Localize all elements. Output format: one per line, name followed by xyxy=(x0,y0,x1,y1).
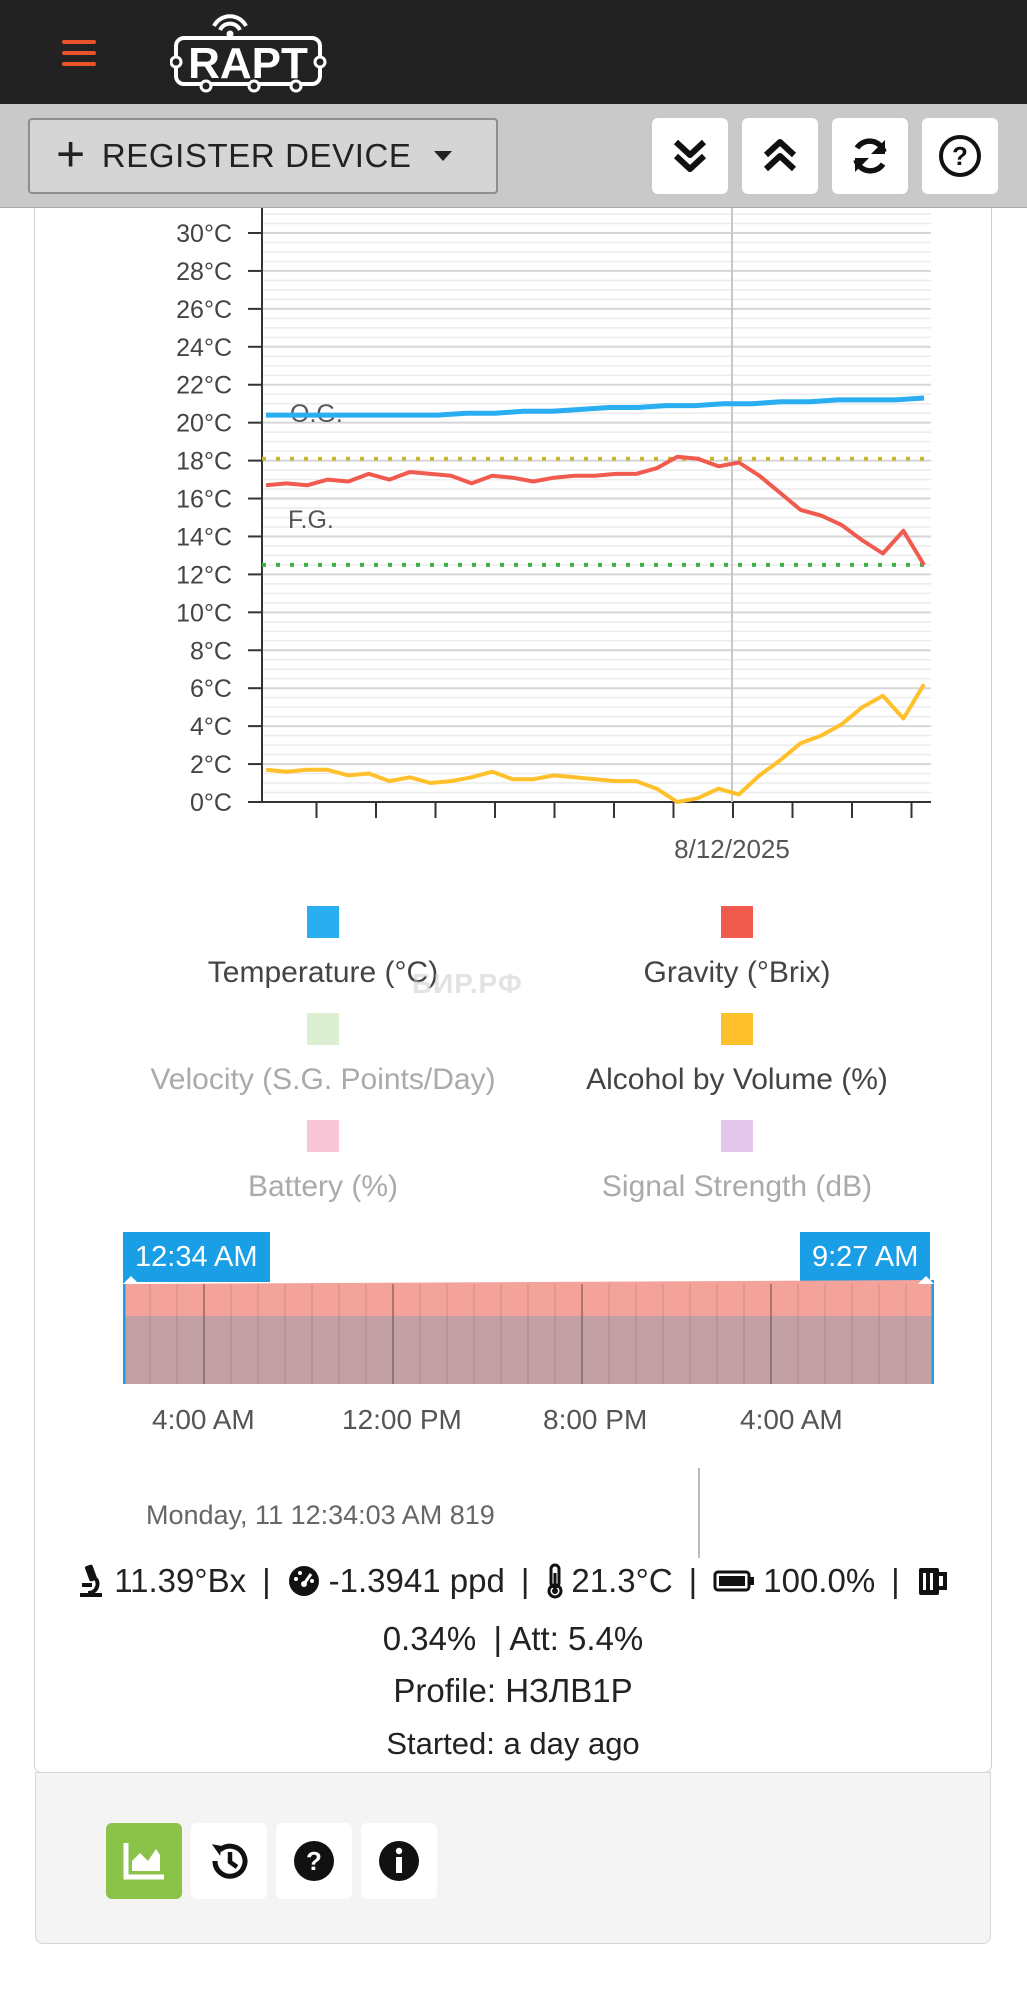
help-icon: ? xyxy=(939,135,981,177)
card-footer: ? xyxy=(35,1772,991,1944)
x-date-label: 8/12/2025 xyxy=(674,834,790,864)
legend-swatch xyxy=(307,1013,339,1045)
microscope-icon xyxy=(76,1563,106,1599)
y-tick-label: 30°C xyxy=(176,220,232,248)
y-tick-label: 16°C xyxy=(176,486,232,514)
y-tick-label: 26°C xyxy=(176,296,232,324)
abv-series-line xyxy=(265,683,926,804)
legend-gravity[interactable]: Gravity (°Brix) xyxy=(517,906,957,990)
range-end-handle[interactable]: 9:27 AM xyxy=(800,1232,931,1282)
stat-temperature: 21.3°C xyxy=(571,1562,673,1599)
y-tick-label: 8°C xyxy=(190,637,232,665)
y-tick-label: 28°C xyxy=(176,258,232,286)
svg-text:?: ? xyxy=(952,141,968,171)
register-device-button[interactable]: + REGISTER DEVICE xyxy=(28,118,498,194)
register-device-label: REGISTER DEVICE xyxy=(101,137,412,174)
temperature-series-line xyxy=(266,395,925,418)
range-axis-label: 12:00 PM xyxy=(342,1404,462,1435)
legend-swatch xyxy=(721,1120,753,1152)
legend-swatch xyxy=(307,906,339,938)
expand-all-button[interactable] xyxy=(742,118,818,194)
y-tick-label: 12°C xyxy=(176,561,232,589)
gravity-series-line xyxy=(265,454,926,566)
legend-swatch xyxy=(721,906,753,938)
stat-battery: 100.0% xyxy=(763,1562,876,1599)
question-circle-icon: ? xyxy=(294,1841,334,1881)
chart-view-button[interactable] xyxy=(106,1823,182,1899)
collapse-all-icon xyxy=(673,139,707,172)
stat-abv: 0.34% xyxy=(382,1620,477,1657)
range-axis-label: 4:00 AM xyxy=(152,1404,255,1435)
legend-label: Signal Strength (dB) xyxy=(601,1170,873,1203)
refresh-icon xyxy=(853,138,887,174)
chevron-down-icon xyxy=(433,151,452,161)
hover-date: Monday, 11 12:34:03 AM 819 xyxy=(146,1500,495,1530)
hamburger-icon[interactable] xyxy=(62,40,98,66)
y-tick-label: 20°C xyxy=(176,410,232,438)
collapse-all-button[interactable] xyxy=(652,118,728,194)
top-bar: RAPT xyxy=(0,0,1027,104)
stat-velocity: -1.3941 ppd xyxy=(328,1562,505,1599)
stat-started: Started: a day ago xyxy=(386,1726,640,1761)
svg-text:?: ? xyxy=(306,1846,322,1876)
plus-icon: + xyxy=(56,126,86,182)
watermark: БИР.РФ xyxy=(412,968,523,999)
y-tick-label: 14°C xyxy=(176,523,232,551)
hover-divider xyxy=(698,1468,700,1558)
legend-label: Velocity (S.G. Points/Day) xyxy=(150,1063,496,1096)
legend-velocity[interactable]: Velocity (S.G. Points/Day) xyxy=(103,1013,543,1097)
stat-gravity: 11.39°Bx xyxy=(114,1562,247,1599)
range-axis-label: 4:00 AM xyxy=(740,1404,843,1435)
range-brush[interactable] xyxy=(123,1232,934,1384)
y-axis: 30°C 28°C 26°C 24°C 22°C 20°C 18°C 16°C 14°C 12°C… xyxy=(176,220,262,817)
history-icon xyxy=(211,1843,248,1879)
x-axis-ticks xyxy=(315,802,913,818)
legend-battery[interactable]: Battery (%) xyxy=(103,1120,543,1204)
range-axis-label: 8:00 PM xyxy=(543,1404,648,1435)
stats-summary: 11.39°Bx | -1.3941 ppd | 21.3°C | 100.0%… xyxy=(34,1562,992,1600)
fermentation-chart: 30°C 28°C 26°C 24°C 22°C 20°C 18°C 16°C 14°C 12°C… xyxy=(176,208,931,864)
legend-label: Battery (%) xyxy=(247,1170,399,1203)
chart-grid xyxy=(262,213,931,803)
legend-signal[interactable]: Signal Strength (dB) xyxy=(517,1120,957,1204)
y-tick-label: 6°C xyxy=(190,675,232,703)
stat-attenuation: | Att: 5.4% xyxy=(493,1620,644,1657)
help-button[interactable]: ? xyxy=(922,118,998,194)
refresh-button[interactable] xyxy=(832,118,908,194)
device-help-button[interactable]: ? xyxy=(276,1823,352,1899)
device-info-button[interactable] xyxy=(361,1823,437,1899)
stats-summary-row-2: 0.34% | Att: 5.4% xyxy=(34,1620,992,1658)
y-tick-label: 22°C xyxy=(176,372,232,400)
range-start-handle[interactable]: 12:34 AM xyxy=(123,1232,270,1282)
legend-swatch xyxy=(307,1120,339,1152)
area-chart-icon xyxy=(123,1843,164,1880)
info-circle-icon xyxy=(379,1841,419,1881)
y-tick-label: 4°C xyxy=(190,713,232,741)
y-tick-label: 10°C xyxy=(176,599,232,627)
stat-profile: Profile: НЗЛВ1Р xyxy=(393,1672,633,1709)
toolbar: + REGISTER DEVICE ? xyxy=(0,104,1027,208)
legend-label: Gravity (°Brix) xyxy=(643,956,831,989)
y-tick-label: 18°C xyxy=(176,448,232,476)
y-tick-label: 24°C xyxy=(176,334,232,362)
y-tick-label: 0°C xyxy=(190,789,232,817)
battery-icon xyxy=(713,1569,755,1593)
legend-label: Temperature (°C) xyxy=(207,956,439,989)
legend-temperature[interactable]: Temperature (°C) xyxy=(103,906,543,990)
y-tick-label: 2°C xyxy=(190,751,232,779)
legend-label: Alcohol by Volume (%) xyxy=(586,1063,888,1096)
thermometer-icon xyxy=(545,1563,565,1599)
history-button[interactable] xyxy=(191,1823,267,1899)
beer-mug-icon xyxy=(916,1564,950,1598)
speedometer-icon xyxy=(287,1564,321,1598)
legend-abv[interactable]: Alcohol by Volume (%) xyxy=(517,1013,957,1097)
legend-swatch xyxy=(721,1013,753,1045)
device-card xyxy=(34,208,992,1773)
expand-all-icon xyxy=(763,139,797,172)
svg-text:RAPT: RAPT xyxy=(188,39,308,88)
fg-annotation: F.G. xyxy=(288,506,334,534)
rapt-logo[interactable]: RAPT xyxy=(169,12,330,94)
